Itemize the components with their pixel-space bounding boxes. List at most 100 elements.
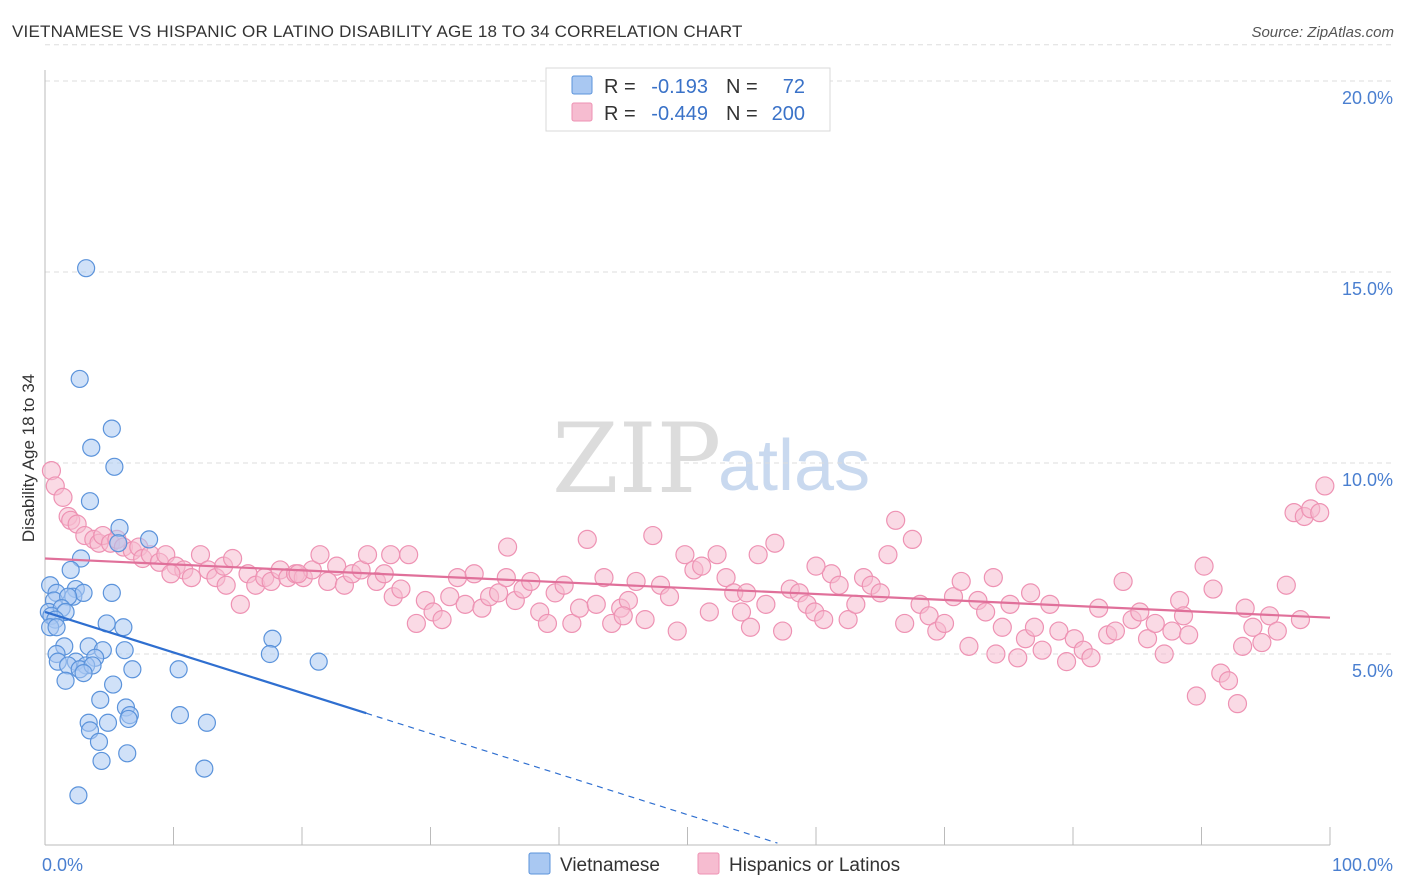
point-hispanic-55 (455, 594, 475, 614)
axes (44, 70, 1331, 846)
legend-swatch-vietnamese (571, 75, 593, 95)
point-hispanic-161 (1315, 476, 1335, 496)
y-tick-label-0: 5.0% (1352, 661, 1393, 681)
point-hispanic-108 (886, 510, 906, 530)
point-hispanic-70 (577, 529, 597, 550)
point-hispanic-169 (161, 564, 181, 584)
point-hispanic-155 (1267, 621, 1287, 641)
point-hispanic-144 (1179, 625, 1199, 645)
point-hispanic-89 (731, 602, 752, 622)
point-hispanic-168 (288, 564, 308, 584)
point-hispanic-99 (814, 610, 834, 630)
point-vietnamese-16 (74, 583, 93, 602)
point-hispanic-22 (190, 545, 211, 565)
point-vietnamese-45 (91, 690, 110, 709)
point-hispanic-94 (772, 621, 793, 641)
point-hispanic-21 (181, 567, 202, 588)
legend-r-value-hispanic: -0.449 (651, 103, 708, 125)
legend-r-label-vietnamese: R = (604, 76, 636, 98)
point-hispanic-170 (216, 575, 236, 595)
point-hispanic-116 (951, 571, 971, 592)
point-hispanic-82 (675, 545, 695, 565)
point-hispanic-128 (1049, 621, 1069, 641)
chart-title: VIETNAMESE VS HISPANIC OR LATINO DISABIL… (12, 22, 743, 41)
point-hispanic-80 (659, 587, 680, 607)
x-tick-label-min: 0.0% (42, 855, 83, 875)
point-hispanic-149 (1218, 671, 1239, 691)
point-hispanic-72 (594, 567, 614, 588)
point-vietnamese-52 (98, 713, 118, 732)
point-vietnamese-2 (102, 419, 121, 438)
point-hispanic-117 (959, 636, 979, 656)
point-hispanic-102 (838, 610, 858, 630)
point-vietnamese-56 (92, 751, 111, 771)
point-vietnamese-44 (104, 675, 123, 694)
point-hispanic-43 (357, 545, 378, 565)
point-vietnamese-40 (123, 660, 142, 679)
point-vietnamese-60 (260, 644, 279, 664)
y-tick-label-2: 15.0% (1342, 279, 1393, 299)
point-hispanic-123 (1008, 648, 1028, 668)
legend-swatch-hispanic (571, 102, 593, 122)
point-hispanic-86 (707, 545, 727, 565)
trend-line-vietnamese (44, 610, 367, 715)
point-vietnamese-5 (80, 492, 100, 511)
point-hispanic-121 (992, 617, 1012, 637)
point-hispanic-174 (986, 644, 1006, 664)
point-vietnamese-41 (169, 660, 188, 679)
point-hispanic-119 (976, 602, 996, 622)
point-hispanic-84 (692, 556, 712, 576)
point-hispanic-59 (489, 583, 509, 603)
watermark-atlas: atlas (718, 426, 870, 506)
trend-line-vietnamese-extension (366, 712, 778, 844)
legend-bottom-label-vietnamese: Vietnamese (560, 855, 660, 876)
point-hispanic-109 (895, 613, 915, 634)
legend-n-value-vietnamese: 72 (783, 76, 805, 98)
point-vietnamese-26 (114, 618, 133, 637)
point-hispanic-107 (878, 545, 898, 565)
point-vietnamese-31 (115, 641, 134, 660)
point-hispanic-167 (381, 545, 401, 565)
point-hispanic-110 (902, 529, 922, 550)
point-vietnamese-10 (61, 560, 80, 580)
point-vietnamese-57 (195, 759, 214, 778)
point-hispanic-56 (464, 564, 484, 584)
point-hispanic-93 (765, 533, 785, 553)
legend-correlation: R = -0.193 N = 72 R = -0.449 N = 200 (545, 67, 831, 132)
point-hispanic-37 (310, 545, 330, 565)
point-hispanic-153 (1252, 632, 1272, 653)
point-hispanic-76 (626, 571, 646, 592)
watermark-zip: ZIP (552, 403, 721, 515)
point-hispanic-146 (1194, 556, 1214, 576)
point-vietnamese-7 (139, 530, 159, 549)
point-vietnamese-54 (89, 732, 109, 751)
point-hispanic-112 (919, 606, 939, 626)
point-hispanic-77 (635, 610, 655, 630)
point-hispanic-165 (737, 583, 757, 603)
series-hispanic-points (41, 461, 1335, 714)
point-vietnamese-0 (77, 259, 96, 278)
point-hispanic-160 (1310, 503, 1330, 523)
point-vietnamese-3 (82, 438, 101, 457)
point-hispanic-27 (230, 594, 250, 614)
point-hispanic-90 (740, 617, 761, 637)
watermark: ZIP atlas (552, 403, 870, 515)
point-hispanic-60 (496, 567, 516, 588)
point-hispanic-140 (1145, 613, 1165, 634)
point-vietnamese-27 (47, 618, 66, 637)
point-hispanic-26 (223, 548, 243, 569)
point-hispanic-2 (53, 487, 73, 507)
point-vietnamese-58 (69, 786, 88, 805)
legend-box (545, 67, 831, 132)
legend-r-label-hispanic: R = (604, 103, 636, 125)
point-vietnamese-9 (71, 549, 91, 568)
point-hispanic-152 (1243, 617, 1263, 637)
legend-n-label-hispanic: N = (726, 103, 758, 125)
point-hispanic-106 (870, 583, 890, 603)
point-hispanic-92 (756, 594, 776, 614)
point-hispanic-49 (406, 613, 426, 634)
tick-labels: 5.0% 10.0% 15.0% 20.0% 0.0% 100.0% (42, 88, 1393, 875)
point-hispanic-163 (1233, 636, 1253, 656)
point-vietnamese-15 (102, 583, 121, 602)
